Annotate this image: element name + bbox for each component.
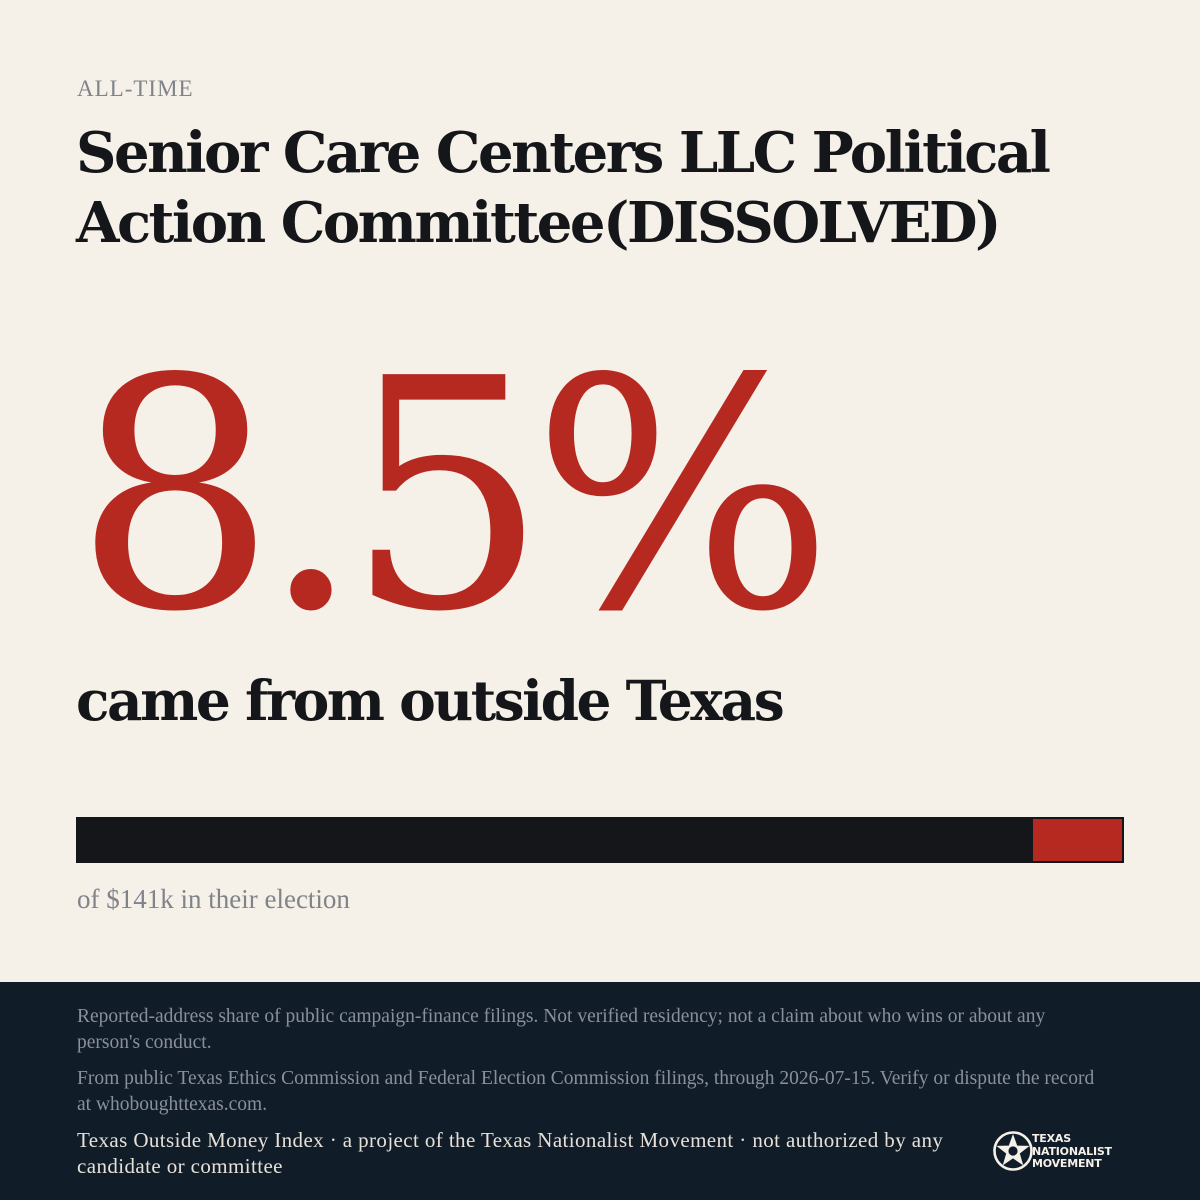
logo-line-3: MOVEMENT (1032, 1157, 1102, 1170)
tnm-logo: TEXAS NATIONALIST MOVEMENT (992, 1130, 1127, 1174)
logo-line-1: TEXAS (1032, 1132, 1071, 1145)
outside-percent: 8.5% (74, 311, 834, 681)
committee-title: Senior Care Centers LLC Political Action… (76, 120, 1051, 256)
total-caption: of $141k in their election (77, 884, 350, 914)
disclaimer-text: Reported-address share of public campaig… (77, 1006, 1046, 1053)
credit-text: Texas Outside Money Index · a project of… (77, 1128, 944, 1178)
star-seal-icon (993, 1131, 1033, 1171)
logo-line-2: NATIONALIST (1032, 1144, 1112, 1158)
stat-subline: came from outside Texas (76, 668, 785, 733)
source-text: From public Texas Ethics Commission and … (77, 1068, 1095, 1115)
outside-share-fill (1033, 819, 1122, 861)
eyebrow-label: ALL-TIME (77, 76, 194, 101)
outside-share-bar (76, 817, 1124, 863)
